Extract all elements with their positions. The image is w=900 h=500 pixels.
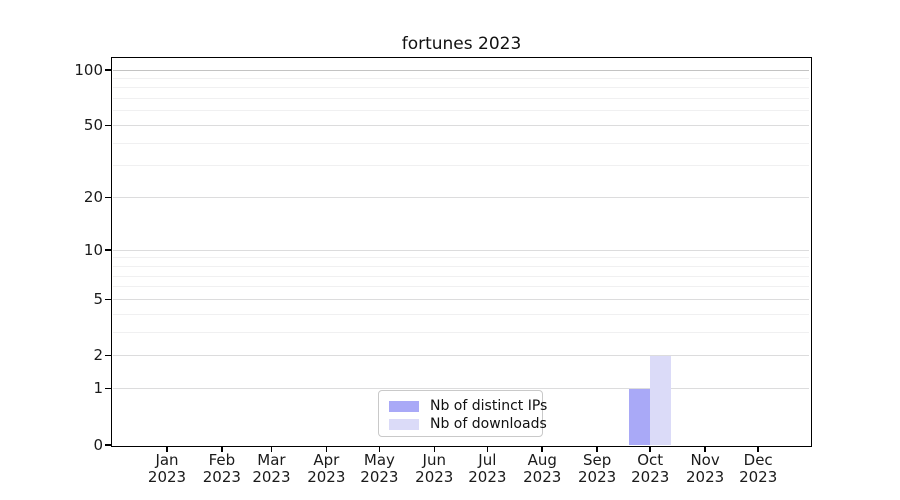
bar-oct-nb-of-downloads [650, 355, 672, 446]
plot-area-border [111, 57, 812, 447]
x-label-year: 2023 [468, 467, 507, 486]
y-axis-tick-label: 50 [83, 116, 103, 135]
y-axis-tick-label: 20 [83, 188, 103, 207]
y-axis-tick [105, 124, 111, 127]
gridline-minor [113, 286, 809, 288]
chart-title: fortunes 2023 [401, 34, 522, 54]
x-axis-tick-label: Jan 2023 [135, 452, 199, 485]
y-axis-tick [105, 444, 111, 446]
x-axis-tick [270, 447, 273, 452]
x-axis-tick-label: Mar 2023 [239, 452, 303, 485]
legend-item-downloads: Nb of downloads [387, 415, 547, 433]
x-axis-tick-label: Feb 2023 [190, 452, 254, 485]
y-axis-tick [105, 249, 111, 251]
x-label-year: 2023 [523, 467, 562, 486]
gridline-minor [113, 331, 809, 333]
x-axis-tick-label: Dec 2023 [726, 452, 790, 485]
gridline-major [113, 69, 809, 71]
x-axis-tick [704, 447, 706, 452]
x-label-month: Oct [637, 451, 664, 469]
x-label-year: 2023 [307, 467, 346, 486]
legend-label-distinct-ips: Nb of distinct IPs [430, 398, 548, 414]
x-axis-tick [486, 447, 489, 452]
y-axis-tick-label: 1 [93, 379, 103, 398]
legend-swatch-downloads [389, 418, 419, 430]
legend-label-downloads: Nb of downloads [430, 416, 547, 432]
x-label-month: Sep [582, 451, 612, 469]
y-axis-tick-label: 100 [74, 60, 103, 79]
gridline-minor [113, 110, 809, 112]
y-axis-tick-label: 10 [83, 240, 103, 259]
gridline-minor [113, 313, 809, 315]
x-axis-tick-label: Nov 2023 [673, 452, 737, 485]
x-axis-tick [378, 447, 381, 452]
y-axis-tick [105, 354, 111, 357]
gridline-minor [113, 77, 809, 79]
x-label-year: 2023 [147, 467, 187, 486]
x-label-month: Jan [155, 451, 179, 469]
x-label-month: Nov [690, 451, 720, 469]
x-label-month: Aug [527, 451, 557, 469]
gridline-major [113, 298, 809, 300]
legend-swatch-distinct-ips [389, 400, 419, 412]
x-axis-tick [221, 447, 223, 452]
x-axis-tick [541, 447, 543, 452]
gridline-minor [113, 87, 809, 89]
x-label-year: 2023 [578, 467, 617, 486]
x-axis-tick-label: Jul 2023 [455, 452, 519, 485]
gridline-major [113, 197, 809, 199]
legend-item-distinct-ips: Nb of distinct IPs [387, 397, 547, 415]
x-label-month: Feb [208, 451, 236, 469]
x-label-year: 2023 [202, 467, 241, 486]
gridline-minor [113, 257, 809, 259]
x-axis-tick [433, 447, 436, 452]
x-label-month: Jul [478, 451, 497, 469]
gridline-major [113, 125, 809, 127]
y-axis-tick-label: 5 [93, 289, 103, 308]
bar-oct-nb-of-distinct-ips [629, 388, 651, 446]
gridline-minor [113, 98, 809, 100]
gridline-minor [113, 142, 809, 144]
gridline-minor [113, 275, 809, 277]
x-axis-tick-label: Aug 2023 [510, 452, 574, 485]
x-axis-tick [325, 447, 328, 452]
gridline-major [113, 388, 809, 390]
y-axis-tick [105, 298, 111, 301]
gridline-minor [113, 165, 809, 167]
x-axis-tick-label: Jun 2023 [402, 452, 466, 485]
legend: Nb of distinct IPs Nb of downloads [378, 390, 547, 437]
x-label-month: Apr [313, 451, 340, 469]
x-axis-tick [649, 447, 651, 452]
y-axis-tick [105, 69, 111, 71]
x-label-year: 2023 [415, 467, 454, 486]
gridline-major [113, 249, 809, 251]
y-axis-tick [105, 196, 111, 199]
x-axis-tick [757, 447, 759, 452]
x-label-month: Jun [422, 451, 446, 469]
x-label-month: Dec [743, 451, 773, 469]
x-label-year: 2023 [360, 467, 399, 486]
gridline-major [113, 355, 809, 357]
y-axis-tick-label: 2 [93, 346, 103, 365]
x-label-year: 2023 [631, 467, 670, 486]
y-axis-tick [105, 387, 111, 390]
x-label-month: May [363, 451, 395, 469]
x-axis-tick [166, 447, 168, 452]
x-label-year: 2023 [252, 467, 291, 486]
x-axis-tick-label: Oct 2023 [618, 452, 682, 485]
x-label-month: Mar [257, 451, 286, 469]
gridline-minor [113, 265, 809, 267]
x-label-year: 2023 [739, 467, 778, 486]
x-axis-tick-label: Apr 2023 [294, 452, 358, 485]
x-axis-tick-label: Sep 2023 [565, 452, 629, 485]
y-axis-tick-label: 0 [93, 435, 103, 454]
x-axis-tick [596, 447, 598, 452]
x-axis-tick-label: May 2023 [347, 452, 411, 485]
x-label-year: 2023 [685, 467, 725, 486]
